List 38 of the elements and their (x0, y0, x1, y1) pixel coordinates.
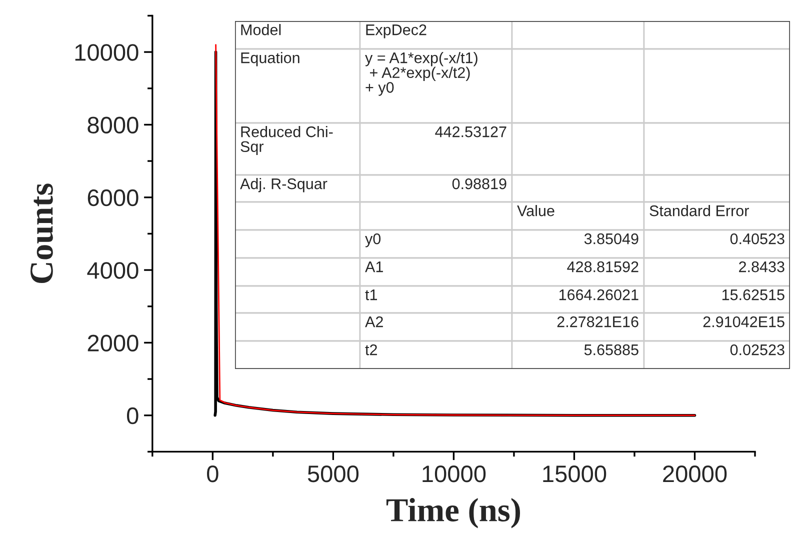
x-tick-label: 5000 (308, 466, 359, 482)
annotation: t2 (365, 344, 377, 356)
y-tick-label: 4000 (87, 262, 138, 279)
x-tick-label: 0 (207, 466, 218, 482)
annotation: 442.53127 (435, 126, 506, 138)
x-tick-label: 15000 (543, 466, 606, 482)
annotation: Value (517, 205, 554, 216)
annotation: 3.85049 (584, 233, 638, 244)
y-tick-label: 2000 (88, 334, 138, 352)
x-tick-label: 10000 (422, 466, 486, 482)
annotation: 0.98819 (452, 178, 506, 190)
annotation: 0.02523 (730, 344, 784, 356)
annotation: A1 (365, 262, 383, 272)
annotation: Model (241, 24, 281, 36)
annotation: Standard Error (650, 205, 749, 216)
y-tick-label: 10000 (75, 44, 138, 61)
annotation: 5.65885 (584, 344, 638, 356)
annotation: Adj. R-Squar (240, 178, 328, 192)
annotation: 2.91042E15 (703, 316, 784, 328)
y-axis-title: Counts (30, 184, 53, 284)
y-tick-label: 6000 (88, 189, 138, 206)
annotation: t1 (365, 290, 377, 300)
annotation: 2.27821E16 (557, 316, 638, 328)
annotation: 15.62515 (722, 289, 784, 300)
annotation: ExpDec2 (366, 24, 426, 38)
y-tick-label: 0 (127, 407, 138, 424)
annotation: y = A1*exp(-x/t1) + A2*exp(-x/t2) + y0 (365, 52, 478, 96)
annotation: Equation (241, 52, 300, 66)
y-tick-label: 8000 (88, 116, 138, 134)
annotation: y0 (365, 233, 381, 248)
annotation: 0.40523 (730, 233, 784, 244)
annotation: 2.8433 (739, 261, 784, 272)
annotation: 1664.26021 (559, 289, 638, 300)
annotation: Reduced Chi- Sqr (240, 126, 333, 156)
x-tick-label: 20000 (663, 466, 727, 482)
annotation: 428.81592 (567, 261, 638, 272)
x-axis-title: Time (ns) (386, 498, 520, 528)
annotation: A2 (365, 316, 383, 328)
